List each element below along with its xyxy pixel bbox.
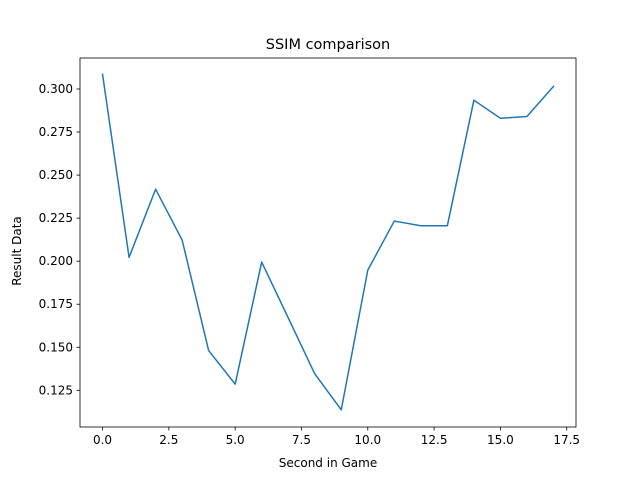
- x-tick-label: 0.0: [93, 433, 112, 447]
- y-tick-label: 0.175: [39, 297, 73, 311]
- x-tick-label: 10.0: [354, 433, 381, 447]
- y-tick-label: 0.275: [39, 125, 73, 139]
- y-tick-label: 0.225: [39, 211, 73, 225]
- y-tick-label: 0.300: [39, 82, 73, 96]
- y-tick-label: 0.250: [39, 168, 73, 182]
- plot-area: 0.0 2.5 5.0 7.5 10.0 12.5 15.0 17.5 0.125 0.150 0.…: [39, 57, 580, 447]
- series-line-0: [101, 73, 555, 411]
- y-tick-label: 0.200: [39, 254, 73, 268]
- y-axis-label: Result Data: [10, 216, 24, 286]
- x-axis-label: Second in Game: [279, 456, 377, 470]
- x-tick-label: 17.5: [553, 433, 580, 447]
- x-tick-label: 5.0: [226, 433, 245, 447]
- x-tick-label: 12.5: [421, 433, 448, 447]
- x-tick-label: 7.5: [292, 433, 311, 447]
- y-tick-label: 0.150: [39, 340, 73, 354]
- x-tick-label: 2.5: [159, 433, 178, 447]
- x-tick-label: 15.0: [487, 433, 514, 447]
- y-tick-label: 0.125: [39, 383, 73, 397]
- chart-title: SSIM comparison: [266, 37, 390, 53]
- axes-frame: [79, 57, 577, 428]
